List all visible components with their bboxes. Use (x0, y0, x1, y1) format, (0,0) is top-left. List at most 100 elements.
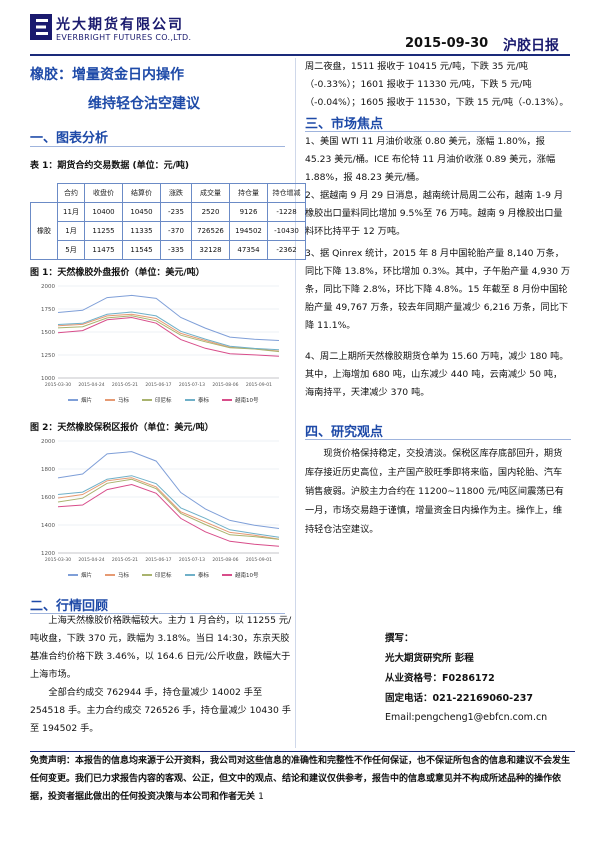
y-tick-label: 1000 (41, 376, 55, 382)
table-cell: 11335 (122, 221, 161, 241)
table-cell: 32128 (191, 240, 230, 260)
header-divider (30, 54, 570, 56)
section-chart-analysis: 一、图表分析 (30, 131, 109, 146)
table-cell: -2362 (267, 240, 306, 260)
table-cell: 9126 (229, 202, 268, 222)
table-header-cell: 结算价 (122, 183, 161, 203)
series-line (57, 475, 280, 538)
table-row: 橡胶 11月 10400 10450 -235 2520 9126 -1228 (30, 202, 306, 260)
y-tick-label: 1400 (41, 523, 55, 529)
table-cell: -10430 (267, 221, 306, 241)
bonded-price-chart: 1200 1400 1600 1800 2000 2015-03-30 2015-04-24… (41, 439, 280, 579)
page-number: 1 (258, 792, 264, 802)
table-header-cell: 涨跌 (160, 183, 192, 203)
x-tick-label: 2015-06-17 (145, 382, 171, 388)
contact-author: 光大期货研究所 彭程 (385, 653, 474, 664)
x-tick-label: 2015-08-06 (212, 382, 238, 388)
contact-email[interactable]: Email:pengcheng1@ebfcn.com.cn (385, 712, 548, 723)
y-tick-label: 1600 (41, 495, 55, 501)
legend-label: 烟片 (81, 396, 92, 404)
market-review-paragraph-2: 全部合约成交 762944 手，持仓量减少 14002 手至 254518 手。… (30, 687, 291, 734)
x-tick-label: 2015-09-01 (246, 382, 272, 388)
contact-license: 从业资格号：F0286172 (385, 673, 495, 684)
section-rule (305, 439, 571, 440)
company-logo-icon (30, 14, 52, 40)
y-tick-label: 1500 (41, 330, 55, 336)
x-tick-label: 2015-06-17 (145, 557, 171, 563)
research-view-paragraph: 现货价格保持稳定，交投清淡。保税区库存底部回升，期货库存接近历史高位，主产国产胶… (305, 448, 564, 535)
table-cell: 726526 (191, 221, 230, 241)
table-cell: 11月 (57, 202, 85, 222)
y-tick-label: 1200 (41, 551, 55, 557)
y-tick-label: 1800 (41, 467, 55, 473)
section-market-review: 二、行情回顾 (30, 599, 109, 614)
night-session-paragraph: 周二夜盘，1511 报收于 10415 元/吨，下跌 35 元/吨（-0.33%… (305, 61, 569, 108)
report-type: 沪胶日报 (503, 38, 559, 54)
company-name-en: EVERBRIGHT FUTURES CO.,LTD. (56, 33, 192, 42)
series-line (57, 477, 280, 540)
table-header-cell: 收盘价 (84, 183, 123, 203)
x-tick-label: 2015-08-06 (212, 557, 238, 563)
report-title-line2: 维持轻仓沽空建议 (88, 96, 200, 112)
legend-label: 印尼标 (155, 571, 172, 579)
table-header-cell: 成交量 (191, 183, 230, 203)
company-name-cn: 光大期货有限公司 (56, 17, 184, 33)
series-line (57, 478, 280, 540)
table-header-cell: 合约 (57, 183, 85, 203)
market-focus-item-1: 1、美国 WTI 11 月油价收涨 0.80 美元，涨幅 1.80%，报 45.… (305, 136, 556, 183)
table-row: 5月 11475 11545 -335 32128 47354 -2362 (31, 240, 306, 260)
legend-label: 泰标 (198, 571, 210, 579)
table-cell: 47354 (229, 240, 268, 260)
table-corner-cell (30, 183, 58, 203)
table-group-label: 橡胶 (30, 202, 58, 260)
market-focus-item-2: 2、据越南 9 月 29 日消息，越南统计局周二公布，越南 1-9 月橡胶出口量… (305, 190, 564, 237)
section-rule (305, 131, 571, 132)
chart2-caption: 图 2：天然橡胶保税区报价（单位：美元/吨） (30, 423, 214, 433)
series-line (57, 294, 280, 341)
table-cell: 194502 (229, 221, 268, 241)
table-caption: 表 1：期货合约交易数据 (单位：元/吨) (30, 161, 190, 171)
report-title-line1: 橡胶：增量资金日内操作 (30, 67, 184, 83)
section-research-view: 四、研究观点 (305, 425, 384, 440)
chart1-caption: 图 1：天然橡胶外盘报价（单位：美元/吨） (30, 268, 205, 278)
table-cell: 1月 (57, 221, 85, 241)
series-line (57, 451, 280, 529)
market-review-paragraph-1: 上海天然橡胶价格跌幅较大。主力 1 月合约，以 11255 元/吨收盘，下跌 3… (30, 615, 292, 680)
x-tick-label: 2015-03-30 (45, 557, 71, 563)
y-tick-label: 2000 (41, 439, 55, 445)
table-row: 1月 11255 11335 -370 726526 194502 -10430 (31, 221, 306, 241)
x-tick-label: 2015-09-01 (246, 557, 272, 563)
section-market-focus: 三、市场焦点 (305, 117, 384, 132)
table-cell: -235 (160, 202, 192, 222)
disclaimer-divider (30, 751, 575, 752)
x-tick-label: 2015-04-24 (78, 382, 104, 388)
legend-label: 越南10号 (235, 396, 259, 404)
table-cell: 10450 (122, 202, 161, 222)
legend-label: 印尼标 (155, 396, 172, 404)
contact-phone: 固定电话：021-22169060-237 (385, 693, 533, 704)
legend-label: 马标 (118, 571, 130, 579)
table-cell: -370 (160, 221, 192, 241)
series-line (57, 483, 280, 547)
y-tick-label: 1750 (41, 307, 55, 313)
table-cell: 2520 (191, 202, 230, 222)
table-header-cell: 持仓增减 (267, 183, 306, 203)
market-focus-item-4: 4、周二上期所天然橡胶期货仓单为 15.60 万吨，减少 180 吨。其中，上海… (305, 351, 569, 398)
y-tick-label: 2000 (41, 284, 55, 290)
series-line (57, 315, 280, 353)
contact-label: 撰写： (385, 633, 414, 644)
disclaimer: 免责声明：本报告的信息均来源于公开资料，我公司对这些信息的准确性和完整性不作任何… (30, 752, 575, 806)
x-tick-label: 2015-04-24 (78, 557, 104, 563)
report-date: 2015-09-30 (405, 36, 489, 51)
market-focus-item-3: 3、据 Qinrex 统计，2015 年 8 月中国轮胎产量 8,140 万条，… (305, 248, 571, 331)
x-tick-label: 2015-05-21 (112, 382, 138, 388)
series-line (57, 316, 280, 357)
series-line (57, 311, 280, 351)
table-cell: 11475 (84, 240, 123, 260)
column-divider (295, 58, 296, 748)
section-rule (30, 613, 285, 614)
offshore-price-chart: 1000 1250 1500 1750 2000 2015-03-30 2015-04-24… (41, 284, 280, 404)
table-cell: -335 (160, 240, 192, 260)
table-cell: 5月 (57, 240, 85, 260)
legend-label: 越南10号 (235, 571, 259, 579)
